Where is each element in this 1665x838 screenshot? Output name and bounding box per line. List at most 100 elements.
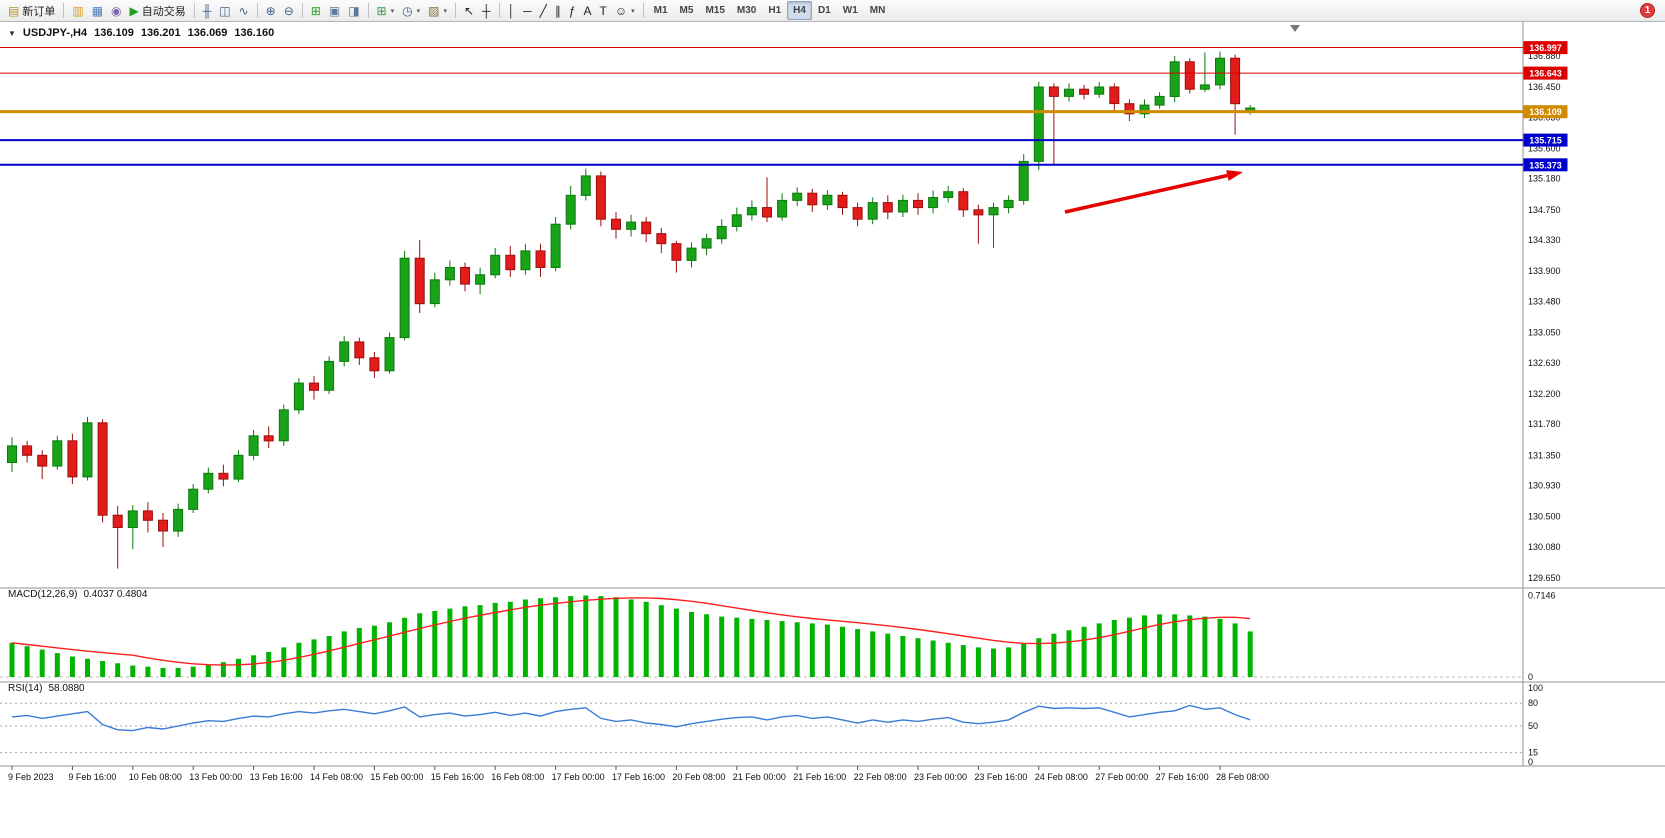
timeframe-h1-button[interactable]: H1 xyxy=(762,1,787,20)
timeframe-w1-button[interactable]: W1 xyxy=(837,1,864,20)
svg-text:136.997: 136.997 xyxy=(1529,43,1562,53)
macd-indicator-label: MACD(12,26,9) 0.4037 0.4804 xyxy=(8,589,147,600)
period-button[interactable]: ◷ ▾ xyxy=(398,1,424,20)
rsi-line xyxy=(11,704,1251,732)
tile-windows-button[interactable]: ⊞ xyxy=(307,1,325,20)
svg-text:132.200: 132.200 xyxy=(1528,389,1561,399)
market-watch-icon: ▥ xyxy=(72,3,84,18)
data-window-icon: ▦ xyxy=(91,3,104,18)
chart-shift-marker[interactable] xyxy=(1290,25,1300,32)
svg-text:136.109: 136.109 xyxy=(1529,107,1562,117)
svg-text:23 Feb 00:00: 23 Feb 00:00 xyxy=(914,772,967,782)
timeframe-m1-button[interactable]: M1 xyxy=(648,1,674,20)
zoom-out-button[interactable]: ⊖ xyxy=(280,1,298,20)
toolbar-group-zoom: ⊕ ⊖ xyxy=(262,1,298,20)
svg-text:0.7146: 0.7146 xyxy=(1528,591,1556,601)
price-axis[interactable]: 136.880136.450136.030135.600135.180134.7… xyxy=(1528,51,1561,583)
level-line-136.109[interactable]: 136.109 xyxy=(0,105,1568,119)
notification-badge[interactable]: 1 xyxy=(1640,3,1655,18)
svg-text:80: 80 xyxy=(1528,698,1538,708)
text-label-icon: T xyxy=(599,3,607,18)
rsi-value: 58.0880 xyxy=(48,683,85,694)
trendline-button[interactable]: ╱ xyxy=(536,1,551,20)
crosshair-button[interactable]: ┼ xyxy=(478,1,495,20)
arrange-vertical-button[interactable]: ◨ xyxy=(344,1,363,20)
candlestick-chart-button[interactable]: ◫ xyxy=(215,1,234,20)
dropdown-caret-icon: ▾ xyxy=(631,7,635,15)
toolbar-separator xyxy=(367,3,369,18)
text-label-button[interactable]: T xyxy=(596,1,611,20)
svg-text:134.750: 134.750 xyxy=(1528,205,1561,215)
time-axis[interactable]: 9 Feb 2023 9 Feb 16:00 10 Feb 08:00 13 Feb … xyxy=(8,766,1269,782)
rsi-panel: 100 80 50 150 xyxy=(0,683,1543,767)
timeframe-d1-button[interactable]: D1 xyxy=(812,1,837,20)
svg-text:9 Feb 2023: 9 Feb 2023 xyxy=(8,772,54,782)
bar-chart-button[interactable]: ╫ xyxy=(199,1,216,20)
timeframe-mn-button[interactable]: MN xyxy=(864,1,892,20)
svg-text:129.650: 129.650 xyxy=(1528,573,1561,583)
dropdown-caret-icon: ▾ xyxy=(390,7,395,15)
text-button[interactable]: A xyxy=(580,1,596,20)
one-click-trading-toggle[interactable]: ▼ xyxy=(8,28,16,38)
svg-text:135.715: 135.715 xyxy=(1529,136,1562,146)
toolbar-separator xyxy=(63,3,65,18)
svg-text:130.500: 130.500 xyxy=(1528,512,1561,522)
svg-text:20 Feb 08:00: 20 Feb 08:00 xyxy=(672,772,725,782)
timeframe-m5-button[interactable]: M5 xyxy=(674,1,700,20)
new-order-button[interactable]: ▤ 新订单 xyxy=(4,1,59,20)
new-order-button-label: 新订单 xyxy=(22,5,56,18)
level-line-136.997[interactable]: 136.997 xyxy=(0,41,1568,55)
timeframe-m30-button[interactable]: M30 xyxy=(731,1,762,20)
svg-text:15 Feb 16:00: 15 Feb 16:00 xyxy=(431,772,484,782)
vertical-line-button[interactable]: │ xyxy=(504,1,520,20)
vertical-line-icon: │ xyxy=(507,3,516,18)
chart-header: ▼ USDJPY-,H4 136.109 136.201 136.069 136… xyxy=(8,27,274,39)
autotrading-button[interactable]: ▶ 自动交易 xyxy=(126,1,190,20)
new-chart-button[interactable]: ⊞ ▾ xyxy=(373,1,399,20)
annotation-arrow[interactable] xyxy=(1064,170,1243,214)
trendline-icon: ╱ xyxy=(539,3,547,18)
zoom-out-icon: ⊖ xyxy=(283,3,294,18)
timeframe-m30-button-label: M30 xyxy=(736,5,757,16)
level-line-135.715[interactable]: 135.715 xyxy=(0,133,1568,147)
arrows-button[interactable]: ☺ ▾ xyxy=(611,1,639,20)
candlestick-chart-icon: ◫ xyxy=(219,3,231,18)
level-line-136.643[interactable]: 136.643 xyxy=(0,66,1568,80)
chart-canvas[interactable]: 136.880136.450136.030135.600135.180134.7… xyxy=(0,22,1665,838)
cursor-button[interactable]: ↖ xyxy=(460,1,478,20)
equidistant-channel-icon: ∥ xyxy=(554,3,561,18)
toolbar-group-chart-tools: ⊞ ▾ ◷ ▾ ▨ ▾ xyxy=(373,1,451,20)
line-chart-button[interactable]: ∿ xyxy=(235,1,253,20)
svg-text:130.930: 130.930 xyxy=(1528,481,1561,491)
crosshair-icon: ┼ xyxy=(482,3,491,18)
svg-text:17 Feb 00:00: 17 Feb 00:00 xyxy=(552,772,605,782)
svg-text:0: 0 xyxy=(1528,757,1533,767)
arrange-horizontal-button[interactable]: ▣ xyxy=(325,1,344,20)
template-button[interactable]: ▨ ▾ xyxy=(424,1,451,20)
timeframe-h4-button[interactable]: H4 xyxy=(787,1,812,20)
horizontal-line-icon: ─ xyxy=(523,3,532,18)
data-window-button[interactable]: ▦ xyxy=(88,1,107,20)
zoom-in-button[interactable]: ⊕ xyxy=(262,1,280,20)
equidistant-channel-button[interactable]: ∥ xyxy=(551,1,565,20)
svg-text:133.050: 133.050 xyxy=(1528,328,1561,338)
new-order-icon: ▤ xyxy=(8,3,20,18)
svg-text:132.630: 132.630 xyxy=(1528,358,1561,368)
toolbar-group-windows: ⊞ ▣ ◨ xyxy=(307,1,364,20)
dropdown-caret-icon: ▾ xyxy=(416,7,421,15)
timeframe-mn-button-label: MN xyxy=(869,5,886,16)
level-line-135.373[interactable]: 135.373 xyxy=(0,158,1568,172)
market-watch-button[interactable]: ▥ xyxy=(68,1,87,20)
timeframe-m15-button[interactable]: M15 xyxy=(699,1,730,20)
svg-text:130.080: 130.080 xyxy=(1528,542,1561,552)
navigator-button[interactable]: ◉ xyxy=(107,1,125,20)
autotrading-button-label: 自动交易 xyxy=(141,5,186,18)
svg-text:13 Feb 16:00: 13 Feb 16:00 xyxy=(250,772,303,782)
bar-chart-icon: ╫ xyxy=(202,3,212,18)
horizontal-line-button[interactable]: ─ xyxy=(519,1,536,20)
navigator-icon: ◉ xyxy=(111,3,122,18)
toolbar-separator xyxy=(642,3,644,18)
fibonacci-button[interactable]: ƒ xyxy=(565,1,580,20)
svg-text:21 Feb 00:00: 21 Feb 00:00 xyxy=(733,772,786,782)
